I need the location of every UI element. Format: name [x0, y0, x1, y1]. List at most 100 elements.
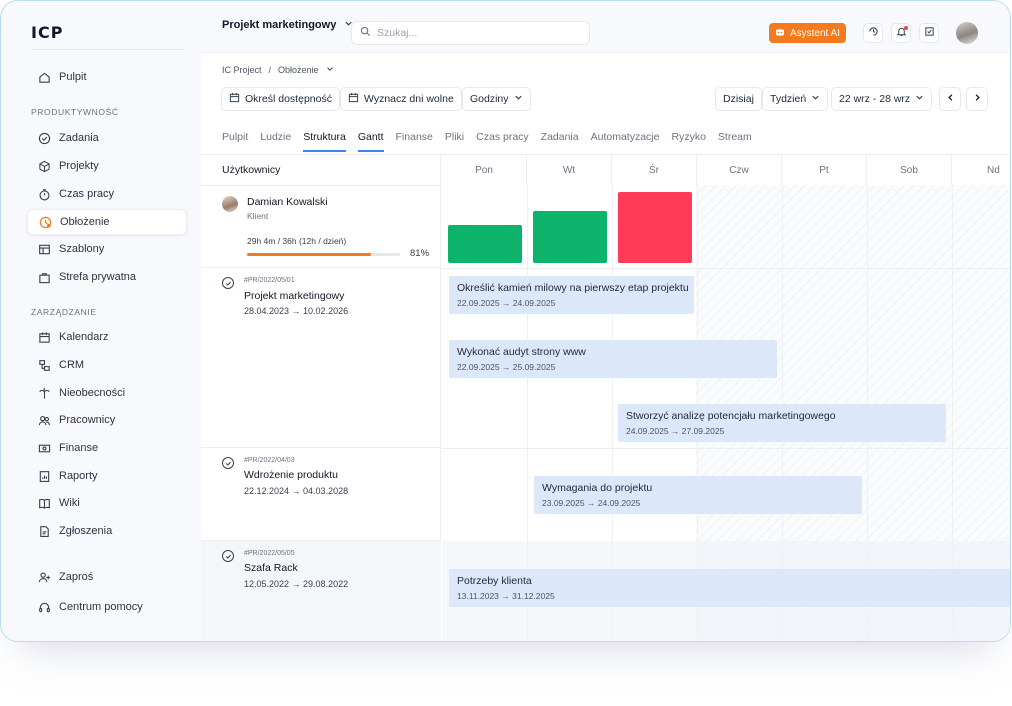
tab-ludzie[interactable]: Ludzie — [260, 131, 292, 143]
sidebar-item-label: Szablony — [59, 243, 105, 255]
search-icon — [360, 26, 371, 40]
sidebar-item-label: Strefa prywatna — [59, 271, 137, 283]
breadcrumb-root[interactable]: IC Project — [222, 65, 262, 75]
task-bar[interactable]: Stworzyć analizę potencjału marketingowe… — [618, 404, 946, 442]
tab-finanse[interactable]: Finanse — [395, 131, 433, 143]
sidebar-item-raporty[interactable]: Raporty — [27, 463, 187, 489]
task-title: Potrzeby klienta — [457, 575, 532, 587]
hours-dropdown[interactable]: Godziny — [462, 87, 531, 111]
project-row[interactable]: #PR/2022/04/03 Wdrożenie produktu 22.12.… — [201, 448, 441, 541]
day-header: Pon — [442, 155, 527, 185]
breadcrumb-current[interactable]: Obłożenie — [278, 65, 319, 75]
tab-zadania[interactable]: Zadania — [540, 131, 579, 143]
task-dates: 22.09.2025 → 25.09.2025 — [457, 362, 556, 372]
sidebar-item-label: Zaproś — [59, 571, 94, 583]
sidebar-item-label: Zadania — [59, 132, 99, 144]
logo: ICP — [31, 23, 64, 42]
sidebar-item-pulpit[interactable]: Pulpit — [27, 64, 187, 90]
user-plus-icon — [37, 570, 51, 584]
day-load-bar[interactable] — [533, 211, 607, 263]
ticket-icon — [37, 524, 51, 538]
day-header: Sob — [867, 155, 952, 185]
history-icon — [868, 24, 879, 42]
checkbox-icon — [924, 24, 935, 42]
chevron-left-icon — [946, 93, 955, 105]
ai-assistant-button[interactable]: Asystent AI — [769, 23, 846, 43]
day-load-bar[interactable] — [618, 192, 692, 263]
column-divider — [612, 185, 613, 641]
tab-ryzyko[interactable]: Ryzyko — [671, 131, 706, 143]
tasks-button[interactable] — [919, 23, 939, 43]
user-row[interactable]: Damian Kowalski Klient 29h 4m / 36h (12h… — [201, 185, 441, 268]
bell-icon — [896, 24, 907, 42]
project-row[interactable]: #PR/2022/05/01 Projekt marketingowy 28.0… — [201, 268, 441, 448]
next-week-button[interactable] — [966, 87, 988, 111]
button-label: Wyznacz dni wolne — [364, 93, 454, 105]
users-column: Użytkownicy Damian Kowalski Klient 29h 4… — [201, 155, 441, 641]
workload-icon — [38, 215, 52, 229]
workload-percent: 81% — [410, 248, 430, 259]
sidebar-item-centrum-pomocy[interactable]: Centrum pomocy — [27, 594, 187, 620]
sidebar-item-czas-pracy[interactable]: Czas pracy — [27, 181, 187, 207]
sidebar-item-wiki[interactable]: Wiki — [27, 490, 187, 516]
chevron-down-icon — [915, 93, 924, 105]
sidebar-item-zapros[interactable]: Zaproś — [27, 564, 187, 590]
today-button[interactable]: Dzisiaj — [715, 87, 762, 111]
check-circle-icon — [222, 277, 234, 289]
project-name: Projekt marketingowy — [244, 290, 345, 302]
book-icon — [37, 496, 51, 510]
users-icon — [37, 413, 51, 427]
search-input[interactable]: Szukaj... — [351, 21, 590, 45]
tab-pliki[interactable]: Pliki — [444, 131, 465, 143]
task-dates: 24.09.2025 → 27.09.2025 — [626, 426, 725, 436]
chevron-down-icon[interactable] — [326, 65, 334, 75]
week-dropdown[interactable]: Tydzień — [762, 87, 829, 111]
sidebar-item-nieobecnosci[interactable]: Nieobecności — [27, 380, 187, 406]
notifications-button[interactable] — [891, 23, 911, 43]
sidebar-item-kalendarz[interactable]: Kalendarz — [27, 324, 187, 350]
section-title-productivity: PRODUKTYWNOŚĆ — [31, 107, 119, 117]
sidebar-item-label: Wiki — [59, 497, 80, 509]
project-select[interactable]: Projekt marketingowy — [222, 19, 353, 31]
sidebar-item-finanse[interactable]: Finanse — [27, 435, 187, 461]
sidebar-item-strefa-prywatna[interactable]: Strefa prywatna — [27, 264, 187, 290]
tab-gantt[interactable]: Gantt — [357, 131, 384, 152]
button-label: Dzisiaj — [723, 93, 754, 105]
sidebar-item-zgloszenia[interactable]: Zgłoszenia — [27, 518, 187, 544]
task-bar[interactable]: Określić kamień milowy na pierwszy etap … — [449, 276, 694, 314]
sidebar-item-projekty[interactable]: Projekty — [27, 153, 187, 179]
bag-icon — [37, 270, 51, 284]
palm-icon — [37, 386, 51, 400]
calendar-icon — [348, 92, 359, 106]
robot-icon — [775, 27, 785, 40]
sidebar-item-label: Kalendarz — [59, 331, 109, 343]
tab-pulpit[interactable]: Pulpit — [222, 131, 249, 143]
tab-struktura[interactable]: Struktura — [303, 131, 346, 152]
user-avatar[interactable] — [956, 22, 978, 44]
report-icon — [37, 469, 51, 483]
day-load-bar[interactable] — [448, 225, 522, 263]
date-range-dropdown[interactable]: 22 wrz - 28 wrz — [831, 87, 933, 111]
project-row[interactable]: #PR/2022/05/05 Szafa Rack 12.05.2022 → 2… — [201, 541, 441, 641]
task-title: Określić kamień milowy na pierwszy etap … — [457, 282, 689, 294]
task-dates: 22.09.2025 → 24.09.2025 — [457, 298, 556, 308]
history-button[interactable] — [863, 23, 883, 43]
tab-automatyzacje[interactable]: Automatyzacje — [590, 131, 660, 143]
task-bar[interactable]: Potrzeby klienta 13.11.2023 → 31.12.2025 — [449, 569, 1010, 607]
sidebar-item-zadania[interactable]: Zadania — [27, 125, 187, 151]
tab-stream[interactable]: Stream — [717, 131, 752, 143]
set-availability-button[interactable]: Określ dostępność — [221, 87, 340, 111]
sidebar-item-obciazenie[interactable]: Obłożenie — [27, 209, 187, 235]
project-dates: 12.05.2022 → 29.08.2022 — [244, 579, 349, 589]
sidebar-item-crm[interactable]: CRM — [27, 352, 187, 378]
task-bar[interactable]: Wykonać audyt strony www 22.09.2025 → 25… — [449, 340, 777, 378]
task-bar[interactable]: Wymagania do projektu 23.09.2025 → 24.09… — [534, 476, 862, 514]
prev-week-button[interactable] — [939, 87, 961, 111]
check-circle-icon — [222, 457, 234, 469]
sidebar-item-label: Obłożenie — [60, 216, 110, 228]
sidebar-item-pracownicy[interactable]: Pracownicy — [27, 407, 187, 433]
set-days-off-button[interactable]: Wyznacz dni wolne — [340, 87, 462, 111]
sidebar-item-szablony[interactable]: Szablony — [27, 236, 187, 262]
tab-czas-pracy[interactable]: Czas pracy — [476, 131, 529, 143]
sidebar-item-label: Zgłoszenia — [59, 525, 113, 537]
